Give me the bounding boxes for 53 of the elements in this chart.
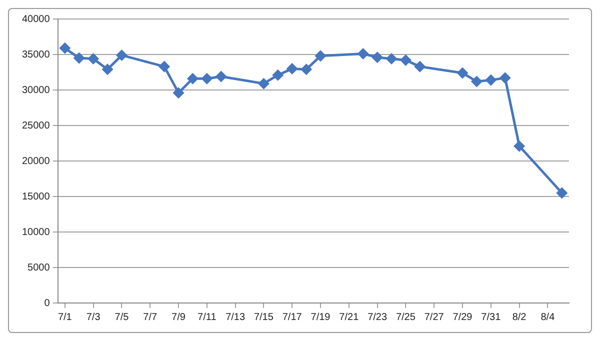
point [74, 52, 84, 64]
point [315, 50, 326, 62]
x-tick-label: 7/25 [396, 312, 416, 323]
point [414, 61, 426, 72]
point [202, 73, 212, 84]
x-tick-label: 7/15 [254, 312, 274, 323]
x-tick-label: 7/11 [198, 312, 217, 323]
y-tick-label: 35000 [22, 49, 50, 60]
point [258, 78, 269, 89]
point [187, 73, 198, 84]
point [372, 52, 383, 63]
point [500, 72, 510, 84]
y-tick-label: 10000 [22, 226, 50, 238]
point [272, 70, 284, 80]
point [116, 50, 127, 60]
point [286, 63, 298, 74]
x-tick-label: 7/7 [143, 312, 158, 323]
point [159, 61, 170, 72]
point [88, 54, 99, 64]
y-tick-label: 30000 [22, 84, 50, 96]
point [400, 54, 411, 66]
y-tick-label: 20000 [22, 156, 50, 167]
point [102, 64, 113, 75]
y-tick-label: 25000 [22, 120, 50, 132]
point [301, 64, 312, 75]
point [60, 42, 70, 54]
y-tick-label: 40000 [22, 14, 50, 25]
point [486, 74, 496, 86]
x-tick-label: 7/31 [481, 312, 502, 323]
x-tick-label: 7/29 [452, 312, 473, 323]
x-tick-label: 7/3 [86, 312, 101, 323]
x-tick-label: 7/19 [310, 312, 331, 323]
y-tick-label: 0 [44, 298, 50, 309]
x-tick-label: 7/13 [226, 312, 246, 323]
x-tick-label: 7/23 [368, 312, 388, 323]
point [386, 54, 397, 64]
x-tick-label: 7/5 [114, 312, 130, 323]
y-tick-label: 5000 [28, 262, 50, 274]
x-tick-label: 7/1 [58, 312, 72, 323]
x-tick-label: 7/9 [172, 312, 186, 323]
point [514, 140, 525, 152]
point [457, 68, 468, 78]
x-tick-label: 7/17 [282, 312, 302, 323]
x-tick-label: 7/21 [339, 312, 360, 323]
x-tick-label: 8/2 [512, 312, 527, 323]
point [173, 88, 184, 98]
point [556, 188, 568, 198]
point [216, 71, 226, 82]
point [471, 76, 482, 87]
point [358, 48, 368, 60]
x-tick-label: 7/27 [424, 312, 444, 323]
x-tick-label: 8/4 [540, 312, 556, 323]
y-tick-label: 15000 [22, 191, 50, 202]
